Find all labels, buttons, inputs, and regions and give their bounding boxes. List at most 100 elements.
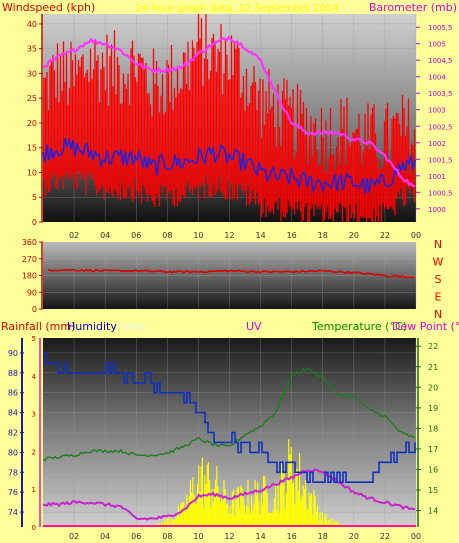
barometer-right-axis: 1000 1000,5 1001 1001,5 1002 1002,5 1003 1003,5…: [416, 24, 453, 214]
rainfall-tick-label: 5: [32, 335, 36, 343]
rainfall-tick-label: 1: [32, 486, 36, 494]
wind-average-line: [42, 137, 416, 194]
barometer-tick-label: 1003,5: [428, 90, 453, 98]
humidity-tick-label: 84: [8, 409, 18, 418]
compass-label: S: [435, 273, 442, 286]
temperature-tick-label: 19: [428, 404, 438, 413]
wind-tick-label: 5: [32, 193, 37, 202]
rainfall-tick-label: 2: [32, 448, 36, 456]
wind-x-axis: 02 04 06 08 10 12 14 16 18 20 22 00: [69, 231, 421, 240]
barometer-tick-label: 1004: [428, 74, 446, 82]
humidity-axis: 74 76 78 80 82 84 86 88 90: [8, 338, 24, 527]
hour-tick-label: 10: [193, 532, 203, 541]
hour-tick-label: 04: [100, 231, 110, 240]
hour-tick-label: 06: [131, 532, 141, 541]
hour-tick-label: 00: [411, 231, 421, 240]
compass-label: N: [434, 238, 442, 251]
hour-tick-label: 00: [411, 532, 421, 541]
humidity-axis-title: Humidity: [67, 320, 117, 333]
wind-tick-label: 20: [27, 119, 37, 128]
humidity-tick-label: 90: [8, 349, 18, 358]
temperature-tick-label: 16: [428, 465, 438, 474]
wind-direction-line: [47, 268, 415, 279]
temperature-tick-label: 21: [428, 363, 438, 372]
hour-tick-label: 02: [69, 532, 79, 541]
hour-tick-label: 10: [193, 231, 203, 240]
temperature-tick-label: 22: [428, 342, 438, 351]
temperature-line: [42, 367, 416, 462]
humidity-tick-label: 82: [8, 429, 18, 438]
barometer-line: [42, 35, 416, 188]
hour-tick-label: 22: [380, 231, 390, 240]
barometer-tick-label: 1001,5: [428, 156, 453, 164]
wind-axis-title: Windspeed (kph): [2, 1, 95, 14]
humidity-tick-label: 80: [8, 448, 18, 457]
wind-panel-marks: [42, 14, 416, 222]
direction-left-axis: 0 90 180 270 360: [22, 238, 43, 314]
hour-tick-label: 06: [131, 231, 141, 240]
humidity-tick-label: 86: [8, 389, 18, 398]
direction-tick-label: 360: [22, 238, 37, 247]
wind-left-axis: 0 5 10 15 20 25 30 35 40: [27, 14, 43, 227]
hour-tick-label: 14: [255, 231, 265, 240]
barometer-tick-label: 1002: [428, 140, 446, 148]
humidity-tick-label: 76: [8, 488, 18, 497]
temperature-axis: 14 15 16 17 18 19 20 21 22: [416, 338, 438, 527]
direction-panel-marks: [47, 268, 415, 279]
compass-label: N: [434, 308, 442, 321]
hour-tick-label: 18: [318, 231, 328, 240]
hour-tick-label: 22: [380, 532, 390, 541]
barometer-tick-label: 1005,5: [428, 24, 453, 32]
rainfall-tick-label: 3: [32, 411, 36, 419]
humidity-tick-label: 74: [8, 508, 18, 517]
atmosphere-x-axis: 02 04 06 08 10 12 14 16 18 20 22 00: [69, 532, 421, 541]
wind-tick-label: 40: [27, 20, 37, 29]
rainfall-axis-title: Rainfall (mm): [1, 320, 75, 333]
wind-tick-label: 25: [27, 94, 37, 103]
hour-tick-label: 02: [69, 231, 79, 240]
direction-tick-label: 180: [22, 272, 37, 281]
temperature-tick-label: 14: [428, 507, 438, 516]
wind-tick-label: 0: [32, 218, 37, 227]
humidity-line: [43, 352, 416, 484]
barometer-tick-label: 1004,5: [428, 57, 453, 65]
humidity-tick-label: 88: [8, 369, 18, 378]
barometer-tick-label: 1002,5: [428, 123, 453, 131]
hour-tick-label: 20: [349, 532, 359, 541]
wind-tick-label: 35: [27, 45, 37, 54]
rainfall-tick-label: 4: [32, 373, 37, 381]
uv-axis-title: UV: [246, 320, 262, 333]
barometer-tick-label: 1001: [428, 173, 446, 181]
hour-tick-label: 04: [100, 532, 110, 541]
dewpoint-axis-title: Dew Point (°C): [392, 320, 459, 333]
barometer-tick-label: 1000: [428, 206, 446, 214]
hour-tick-label: 16: [287, 532, 297, 541]
compass-label: E: [435, 291, 442, 304]
barometer-tick-label: 1003: [428, 107, 446, 115]
humidity-tick-label: 78: [8, 468, 18, 477]
hour-tick-label: 12: [224, 532, 234, 541]
wind-tick-label: 10: [27, 168, 37, 177]
chart-title: 24 hour graph data, 12 September 2014: [135, 3, 338, 14]
temperature-tick-label: 20: [428, 383, 438, 392]
barometer-tick-label: 1005: [428, 41, 446, 49]
temperature-tick-label: 15: [428, 486, 438, 495]
atmosphere-panel-marks: [42, 352, 416, 527]
wind-tick-label: 30: [27, 69, 37, 78]
hour-tick-label: 16: [287, 231, 297, 240]
hour-tick-label: 18: [318, 532, 328, 541]
barometer-tick-label: 1000,5: [428, 189, 453, 197]
direction-tick-label: 270: [22, 255, 37, 264]
direction-tick-label: 90: [27, 288, 37, 297]
barometer-axis-title: Barometer (mb): [369, 1, 457, 14]
wind-tick-label: 15: [27, 144, 37, 153]
direction-tick-label: 0: [32, 305, 37, 314]
temperature-axis-title: Temperature (°C): [311, 320, 407, 333]
solar-axis-title: Solar: [118, 320, 147, 333]
hour-tick-label: 20: [349, 231, 359, 240]
hour-tick-label: 14: [255, 532, 265, 541]
temperature-tick-label: 18: [428, 424, 438, 433]
rainfall-tick-label: 0: [32, 524, 36, 532]
